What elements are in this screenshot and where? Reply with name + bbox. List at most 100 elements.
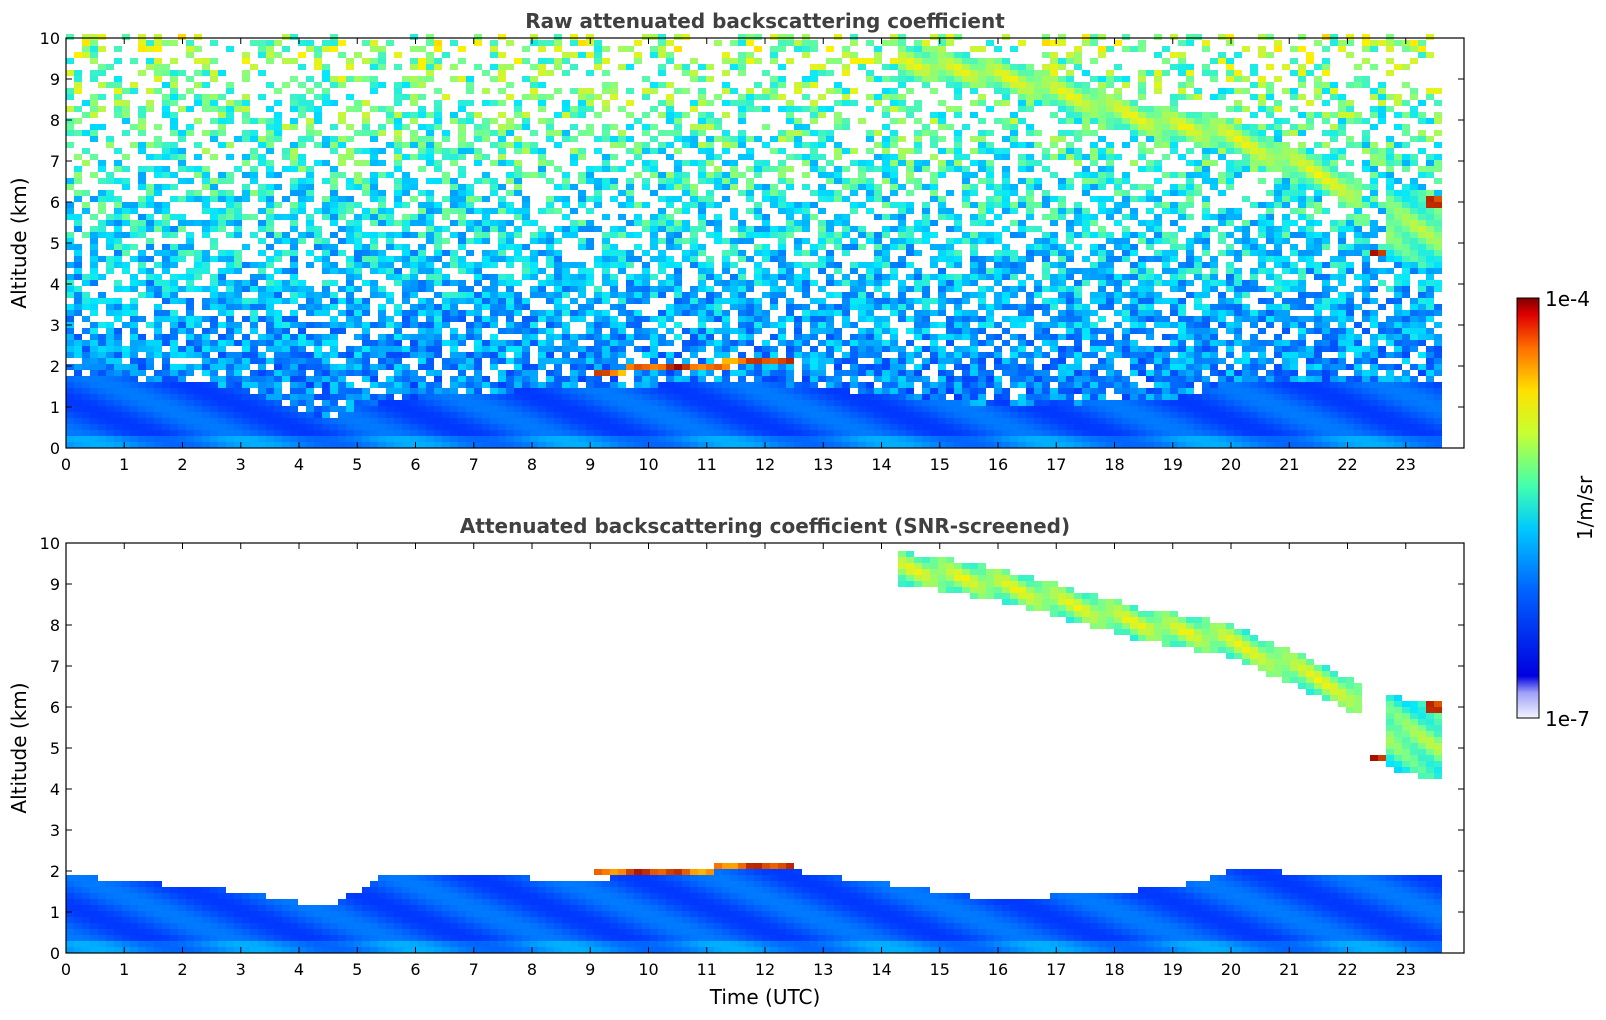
heatmap-cell [226, 442, 234, 448]
heatmap-cell [538, 268, 546, 274]
heatmap-cell [658, 214, 666, 220]
heatmap-cell [362, 346, 370, 352]
heatmap-cell [922, 430, 930, 436]
heatmap-cell [602, 418, 610, 424]
heatmap-cell [474, 316, 482, 322]
heatmap-cell [418, 388, 426, 394]
heatmap-cell [594, 46, 602, 52]
heatmap-cell [442, 436, 450, 442]
heatmap-cell [602, 298, 610, 304]
heatmap-cell [330, 232, 338, 238]
heatmap-cell [826, 256, 834, 262]
heatmap-cell [610, 334, 618, 340]
heatmap-cell [146, 292, 154, 298]
heatmap-cell [634, 286, 642, 292]
heatmap-cell [746, 100, 754, 106]
heatmap-cell [362, 130, 370, 136]
heatmap-cell [882, 304, 890, 310]
heatmap-cell [450, 442, 458, 448]
heatmap-cell [610, 292, 618, 298]
heatmap-cell [218, 94, 226, 100]
heatmap-cell [738, 40, 746, 46]
heatmap-cell [482, 418, 490, 424]
heatmap-cell [394, 322, 402, 328]
heatmap-cell [410, 34, 418, 40]
heatmap-cell [306, 358, 314, 364]
heatmap-cell [850, 226, 858, 232]
heatmap-cell [602, 130, 610, 136]
heatmap-cell [474, 40, 482, 46]
heatmap-cell [602, 232, 610, 238]
heatmap-cell [658, 184, 666, 190]
heatmap-cell [66, 262, 74, 268]
heatmap-cell [386, 334, 394, 340]
heatmap-cell [386, 238, 394, 244]
heatmap-cell [818, 322, 826, 328]
heatmap-cell [210, 40, 218, 46]
heatmap-cell [882, 424, 890, 430]
heatmap-cell [522, 394, 530, 400]
heatmap-cell [226, 214, 234, 220]
heatmap-cell [234, 220, 242, 226]
heatmap-cell [466, 382, 474, 388]
heatmap-cell [642, 436, 650, 442]
heatmap-cell [458, 262, 466, 268]
heatmap-cell [434, 328, 442, 334]
heatmap-cell [162, 358, 170, 364]
heatmap-cell [154, 274, 162, 280]
heatmap-cell [890, 310, 898, 316]
heatmap-cell [754, 328, 762, 334]
heatmap-cell [338, 52, 346, 58]
heatmap-cell [90, 424, 98, 430]
heatmap-cell [818, 64, 826, 70]
heatmap-cell [226, 382, 234, 388]
heatmap-cell [130, 220, 138, 226]
heatmap-cell [634, 442, 642, 448]
heatmap-cell [66, 244, 74, 250]
heatmap-cell [106, 172, 114, 178]
heatmap-cell [258, 94, 266, 100]
heatmap-cell [202, 100, 210, 106]
heatmap-cell [138, 364, 146, 370]
heatmap-cell [154, 400, 162, 406]
heatmap-cell [426, 64, 434, 70]
heatmap-cell [66, 406, 74, 412]
heatmap-cell [242, 394, 250, 400]
heatmap-cell [370, 46, 378, 52]
heatmap-cell [146, 394, 154, 400]
heatmap-cell [306, 394, 314, 400]
heatmap-cell [890, 268, 898, 274]
heatmap-cell [506, 322, 514, 328]
heatmap-cell [522, 298, 530, 304]
heatmap-cell [66, 208, 74, 214]
heatmap-cell [626, 220, 634, 226]
heatmap-cell [794, 388, 802, 394]
heatmap-cell [890, 100, 898, 106]
heatmap-cell [858, 310, 866, 316]
heatmap-cell [466, 376, 474, 382]
heatmap-cell [338, 388, 346, 394]
heatmap-cell [74, 262, 82, 268]
heatmap-cell [882, 340, 890, 346]
heatmap-cell [290, 34, 298, 40]
heatmap-cell [690, 58, 698, 64]
heatmap-cell [226, 328, 234, 334]
heatmap-cell [802, 424, 810, 430]
heatmap-cell [282, 394, 290, 400]
heatmap-cell [498, 64, 506, 70]
heatmap-cell [914, 178, 922, 184]
heatmap-cell [458, 196, 466, 202]
heatmap-cell [610, 280, 618, 286]
heatmap-cell [378, 364, 386, 370]
heatmap-cell [370, 280, 378, 286]
heatmap-cell [842, 430, 850, 436]
heatmap-cell [130, 274, 138, 280]
heatmap-cell [274, 88, 282, 94]
heatmap-cell [346, 382, 354, 388]
heatmap-cell [242, 136, 250, 142]
heatmap-cell [394, 142, 402, 148]
heatmap-cell [754, 310, 762, 316]
heatmap-cell [218, 292, 226, 298]
heatmap-cell [826, 160, 834, 166]
heatmap-cell [818, 370, 826, 376]
